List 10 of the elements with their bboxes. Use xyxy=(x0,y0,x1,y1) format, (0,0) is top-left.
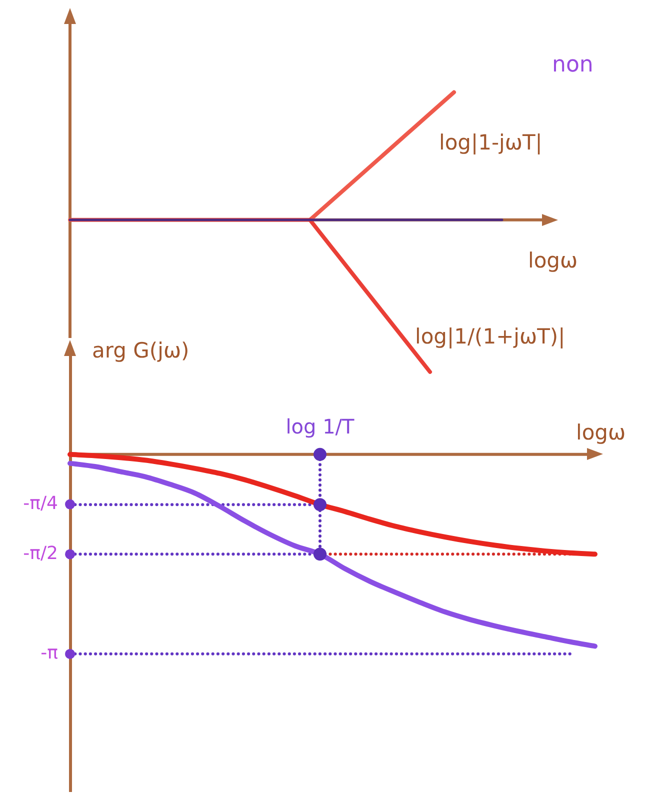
text: non xyxy=(552,52,594,78)
y-tick-label: -π/2 xyxy=(23,542,58,564)
series-label: log|1-jωT| xyxy=(439,130,542,155)
x-axis-title: logω xyxy=(576,420,626,444)
x-axis-title: logω xyxy=(528,248,578,272)
y-tick-label: -π xyxy=(40,642,58,664)
y-axis-title: arg G(jω) xyxy=(92,338,190,362)
series-label: log|1/(1+jωT)| xyxy=(415,324,566,348)
x-tick-label: log 1/T xyxy=(286,414,356,439)
y-tick-label: -π/4 xyxy=(23,492,58,514)
